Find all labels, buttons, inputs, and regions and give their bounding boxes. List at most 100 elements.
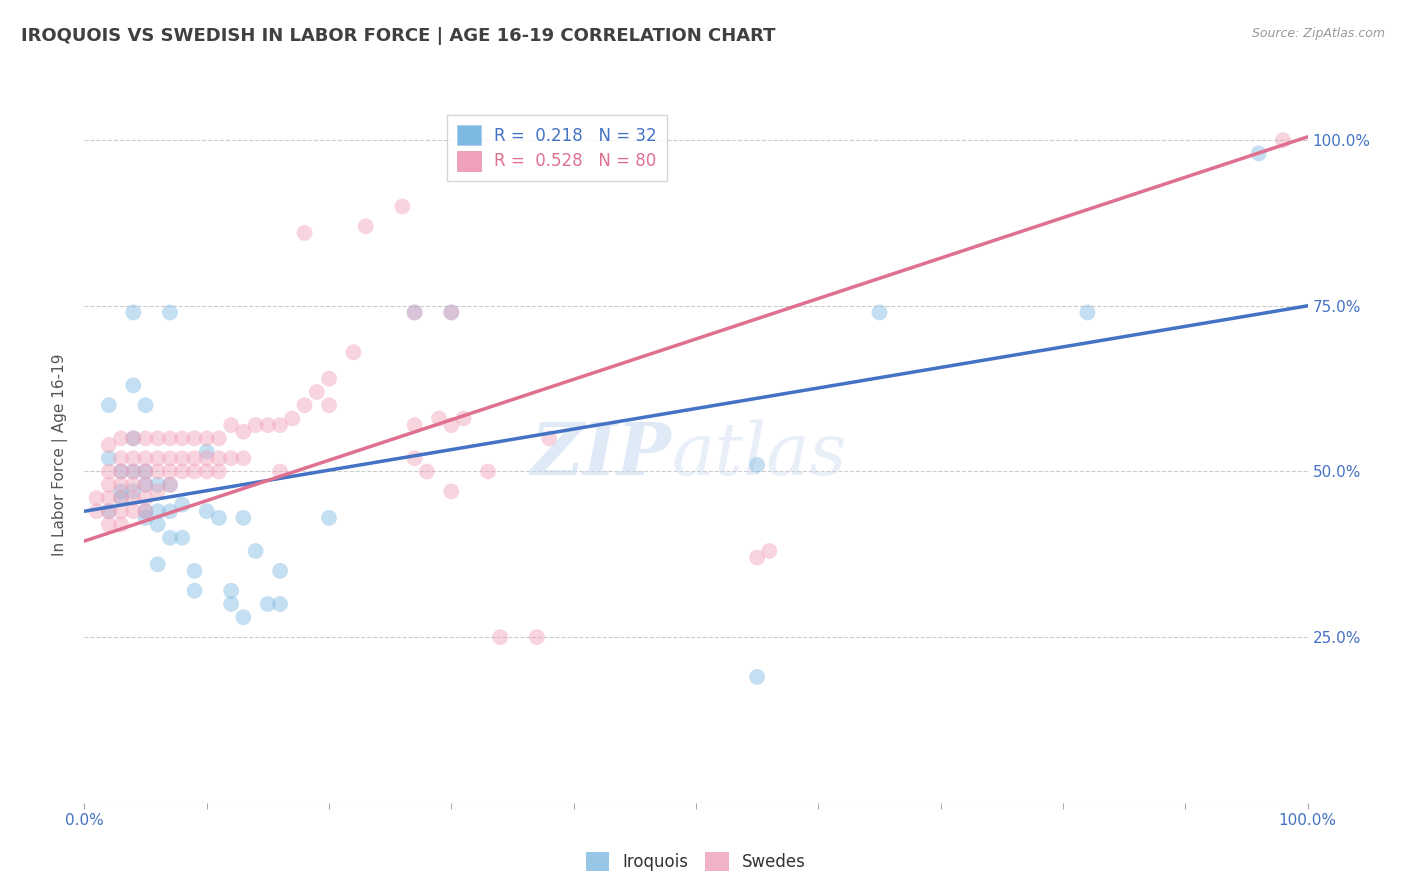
Point xyxy=(97,451,120,466)
Point xyxy=(159,477,181,491)
Point xyxy=(110,491,132,505)
Point xyxy=(172,498,194,512)
Point xyxy=(318,398,340,412)
Point xyxy=(110,517,132,532)
Point xyxy=(219,451,242,466)
Point xyxy=(135,465,157,479)
Point xyxy=(477,465,499,479)
Point xyxy=(122,431,145,445)
Point xyxy=(135,504,157,518)
Point xyxy=(97,504,120,518)
Point xyxy=(281,411,304,425)
Point xyxy=(183,583,205,598)
Point xyxy=(440,484,463,499)
Point xyxy=(758,544,780,558)
Point xyxy=(110,477,132,491)
Point xyxy=(110,465,132,479)
Point xyxy=(97,438,120,452)
Point xyxy=(245,544,267,558)
Point xyxy=(159,431,181,445)
Point xyxy=(404,305,426,319)
Point xyxy=(440,305,463,319)
Point xyxy=(97,477,120,491)
Point xyxy=(195,465,218,479)
Point xyxy=(159,531,181,545)
Point xyxy=(208,511,231,525)
Point xyxy=(86,504,108,518)
Point xyxy=(110,484,132,499)
Point xyxy=(489,630,512,644)
Point xyxy=(172,431,194,445)
Point xyxy=(172,465,194,479)
Point xyxy=(440,305,463,319)
Point xyxy=(122,378,145,392)
Point xyxy=(269,418,291,433)
Text: Source: ZipAtlas.com: Source: ZipAtlas.com xyxy=(1251,27,1385,40)
Point xyxy=(146,477,169,491)
Point xyxy=(110,431,132,445)
Point xyxy=(305,384,328,399)
Point xyxy=(219,418,242,433)
Point xyxy=(538,431,561,445)
Point xyxy=(183,465,205,479)
Point xyxy=(135,477,157,491)
Point xyxy=(122,465,145,479)
Point xyxy=(122,305,145,319)
Point xyxy=(135,451,157,466)
Point xyxy=(146,484,169,499)
Legend: Iroquois, Swedes: Iroquois, Swedes xyxy=(579,846,813,878)
Point xyxy=(257,418,280,433)
Point xyxy=(1247,146,1270,161)
Point xyxy=(159,305,181,319)
Point xyxy=(1272,133,1295,147)
Point xyxy=(172,451,194,466)
Point xyxy=(208,431,231,445)
Point xyxy=(110,451,132,466)
Point xyxy=(159,465,181,479)
Point xyxy=(232,451,254,466)
Point xyxy=(110,504,132,518)
Point xyxy=(747,458,769,472)
Point xyxy=(122,504,145,518)
Point xyxy=(135,431,157,445)
Point xyxy=(318,372,340,386)
Point xyxy=(135,491,157,505)
Point xyxy=(404,418,426,433)
Point xyxy=(183,431,205,445)
Point xyxy=(747,670,769,684)
Point xyxy=(269,597,291,611)
Point xyxy=(159,451,181,466)
Point xyxy=(146,558,169,572)
Point xyxy=(146,465,169,479)
Point xyxy=(391,199,413,213)
Point xyxy=(97,491,120,505)
Point xyxy=(110,465,132,479)
Point xyxy=(257,597,280,611)
Point xyxy=(195,451,218,466)
Point xyxy=(219,597,242,611)
Point xyxy=(294,226,316,240)
Point xyxy=(97,398,120,412)
Point xyxy=(183,451,205,466)
Point xyxy=(219,583,242,598)
Point xyxy=(208,451,231,466)
Point xyxy=(97,517,120,532)
Point xyxy=(86,491,108,505)
Point xyxy=(135,504,157,518)
Point xyxy=(404,451,426,466)
Point xyxy=(440,418,463,433)
Point xyxy=(404,305,426,319)
Point xyxy=(135,511,157,525)
Point xyxy=(97,465,120,479)
Point xyxy=(354,219,377,234)
Point xyxy=(146,451,169,466)
Point xyxy=(245,418,267,433)
Point xyxy=(159,477,181,491)
Text: atlas: atlas xyxy=(672,419,846,491)
Point xyxy=(135,477,157,491)
Point xyxy=(122,491,145,505)
Point xyxy=(135,398,157,412)
Point xyxy=(294,398,316,412)
Point xyxy=(183,564,205,578)
Point xyxy=(146,431,169,445)
